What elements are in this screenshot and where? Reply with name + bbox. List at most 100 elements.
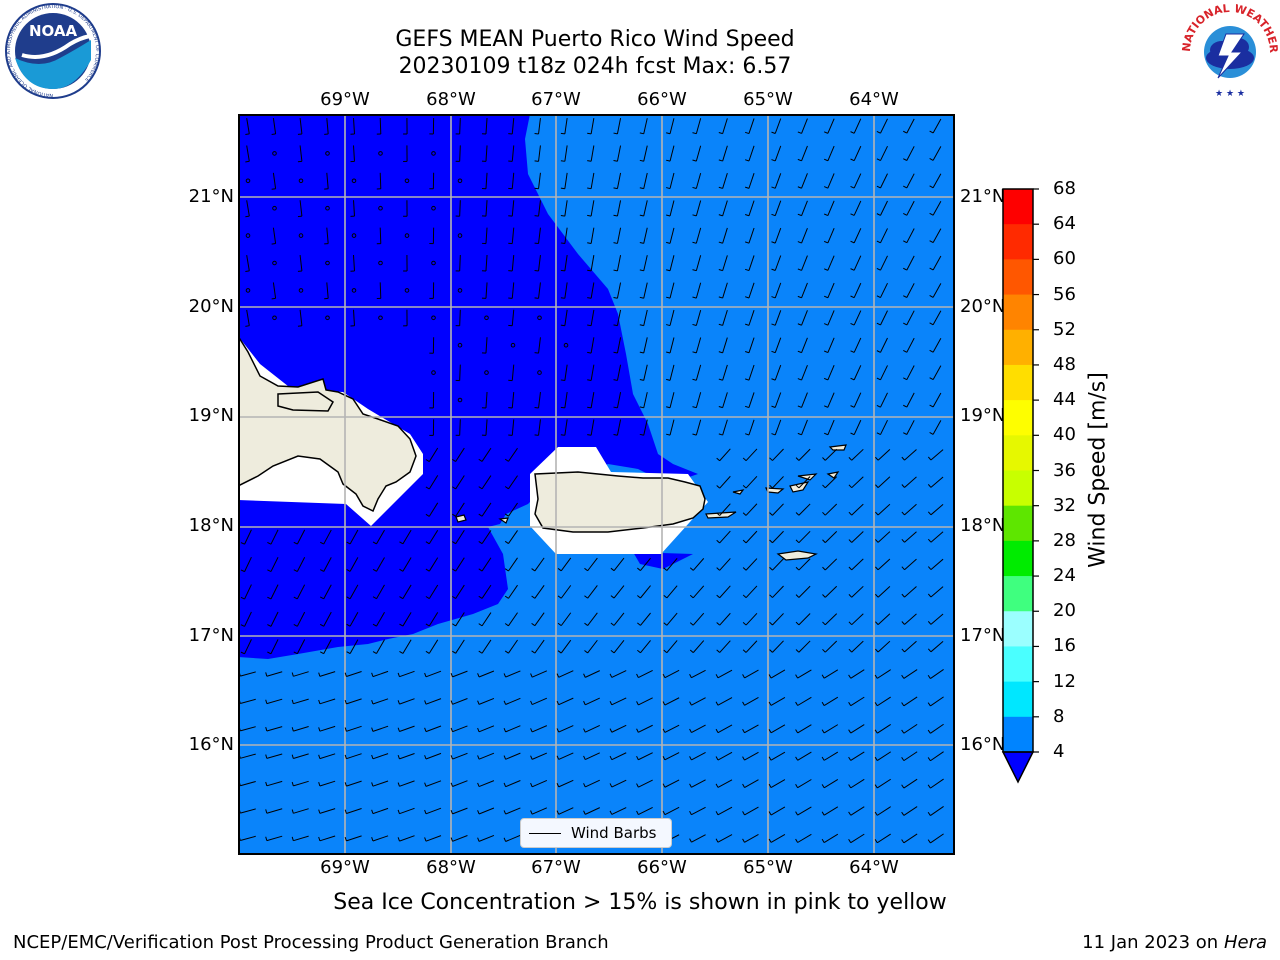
wind-barb: [293, 698, 309, 705]
wind-barb: [797, 724, 812, 734]
wind-barb: [590, 309, 595, 326]
wind-barb-flag: [822, 484, 826, 489]
wind-barb: [745, 558, 758, 571]
wind-barb-flag: [503, 755, 507, 760]
wind-barb: [797, 669, 812, 679]
nws-logo: NATIONAL WEATHER SERVICE ★ ★ ★: [1178, 0, 1280, 99]
wind-barb: [326, 117, 329, 135]
wind-barb-flag: [503, 673, 507, 678]
wind-barb-flag: [346, 623, 351, 627]
wind-barb-flag: [742, 567, 747, 571]
wind-barb: [244, 639, 252, 655]
wind-barb: [877, 806, 891, 816]
wind-barb: [851, 585, 864, 598]
wind-barb-flag: [875, 456, 879, 461]
wind-barb: [745, 448, 758, 462]
wind-barb: [558, 779, 574, 788]
wind-barb: [719, 640, 731, 653]
wind-barb: [481, 639, 492, 654]
wind-barb-flag: [903, 130, 908, 134]
wind-barb-flag: [425, 459, 430, 463]
wind-barb: [323, 557, 332, 572]
wind-barb-flag: [504, 623, 509, 627]
wind-barb: [930, 833, 944, 844]
wind-barb-flag: [769, 649, 773, 653]
wind-barb: [850, 751, 865, 761]
wind-barb: [930, 696, 944, 707]
lat-label-left: 17°N: [188, 625, 234, 646]
wind-barb-flag: [692, 323, 697, 326]
wind-barb-flag: [797, 350, 802, 354]
legend-label: Wind Barbs: [571, 824, 657, 842]
wind-barb-flag: [346, 651, 351, 655]
wind-barb: [481, 447, 492, 462]
wind-barb-flag: [425, 541, 430, 545]
wind-barb: [824, 640, 838, 653]
date-text: 11 Jan 2023 on: [1082, 932, 1224, 953]
wind-barb: [508, 502, 518, 517]
wind-barb-calm: [431, 370, 436, 375]
wind-barb: [695, 145, 702, 162]
wind-barb: [824, 503, 838, 516]
wind-barb: [376, 612, 385, 627]
credit-line: NCEP/EMC/Verification Post Processing Pr…: [13, 932, 609, 953]
wind-barb-flag: [424, 700, 427, 705]
wind-barb-flag: [503, 837, 507, 842]
wind-barb: [616, 172, 622, 189]
wind-barb: [643, 364, 648, 381]
wind-barb: [323, 584, 332, 600]
wind-barb: [272, 172, 277, 189]
wind-barb: [643, 172, 648, 189]
wind-barb-flag: [716, 512, 720, 516]
wind-barb: [850, 806, 865, 816]
wind-barb-flag: [795, 729, 799, 734]
wind-barb-calm: [298, 288, 304, 293]
wind-barb: [511, 200, 515, 217]
wind-barb-flag: [769, 567, 773, 571]
wind-barb-flag: [425, 596, 430, 600]
wind-barb: [691, 834, 706, 843]
wind-barb-flag: [821, 674, 825, 679]
wind-barb: [299, 117, 303, 135]
wind-barb: [930, 531, 944, 543]
wind-barb-flag: [344, 836, 347, 842]
wind-barb-flag: [903, 350, 908, 353]
wind-barb: [481, 502, 492, 517]
wind-barb: [564, 392, 568, 408]
wind-barb: [508, 530, 518, 544]
wind-barb: [538, 117, 541, 135]
wind-barb: [774, 419, 782, 436]
wind-barb-flag: [557, 650, 562, 654]
wind-barb: [801, 282, 808, 299]
wind-barb-calm: [325, 260, 330, 266]
wind-barb-flag: [929, 185, 934, 189]
wind-barb-calm: [457, 397, 463, 403]
wind-barb-flag: [583, 700, 586, 705]
wind-barb-flag: [556, 700, 560, 705]
wind-barb: [797, 806, 812, 816]
wind-barb-flag: [613, 351, 618, 354]
wind-barb: [770, 724, 786, 734]
wind-barb-flag: [531, 650, 536, 654]
wind-barb-flag: [666, 214, 671, 217]
wind-barb: [353, 254, 355, 272]
wind-barb: [296, 611, 306, 627]
lat-label-right: 19°N: [960, 405, 1006, 426]
wind-barb: [877, 613, 891, 625]
wind-barb: [748, 419, 755, 436]
wind-barb: [379, 227, 382, 244]
wind-barb: [349, 529, 359, 545]
wind-barb: [590, 118, 595, 134]
colorbar-bin: [1003, 364, 1033, 401]
wind-barb-flag: [797, 432, 802, 436]
lat-label-right: 21°N: [960, 186, 1006, 207]
wind-barb-flag: [587, 351, 592, 354]
wind-barb: [505, 780, 521, 788]
wind-barb-flag: [903, 404, 908, 408]
wind-barb: [538, 337, 541, 354]
wind-barb-calm: [457, 233, 463, 238]
wind-barb-flag: [344, 672, 347, 677]
wind-barb: [930, 669, 944, 679]
wind-barb: [538, 254, 541, 272]
wind-barb-flag: [768, 783, 772, 788]
